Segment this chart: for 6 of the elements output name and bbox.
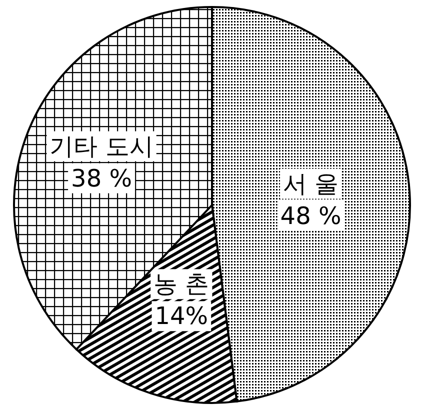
data-label: 48 % [280, 202, 342, 230]
slice-label: 농 촌 [154, 270, 210, 298]
data-label: 14% [154, 302, 208, 330]
data-label: 38 % [71, 164, 132, 192]
slice-label: 기타 도시 [50, 132, 154, 160]
slice-label: 서 울 [282, 170, 339, 198]
